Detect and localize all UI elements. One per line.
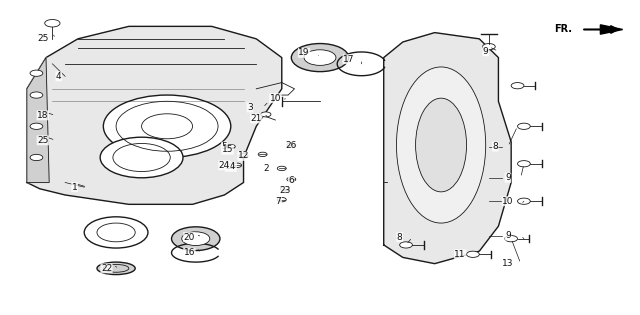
Circle shape [467, 251, 479, 257]
Circle shape [277, 198, 286, 202]
Text: 8: 8 [397, 232, 403, 242]
Text: 6: 6 [289, 176, 294, 186]
Circle shape [30, 123, 43, 129]
Text: 16: 16 [184, 248, 195, 257]
Text: 24: 24 [219, 161, 230, 170]
Circle shape [45, 20, 60, 27]
Circle shape [304, 50, 336, 66]
Circle shape [30, 154, 43, 161]
Ellipse shape [415, 98, 467, 192]
Circle shape [84, 217, 148, 248]
Circle shape [258, 152, 267, 157]
Text: 4: 4 [56, 72, 61, 81]
Circle shape [291, 43, 349, 72]
Text: 11: 11 [454, 250, 466, 259]
Text: 12: 12 [238, 152, 249, 160]
Text: 20: 20 [184, 232, 195, 242]
Ellipse shape [396, 67, 486, 223]
Text: 10: 10 [269, 94, 281, 103]
Circle shape [399, 242, 412, 248]
Text: 8: 8 [492, 142, 498, 151]
Circle shape [280, 186, 289, 191]
Polygon shape [27, 58, 49, 182]
Circle shape [233, 163, 242, 168]
Text: 18: 18 [37, 111, 49, 120]
Text: 9: 9 [505, 231, 511, 240]
Text: 19: 19 [298, 49, 310, 57]
Circle shape [287, 177, 296, 181]
Circle shape [518, 198, 531, 204]
Circle shape [172, 227, 220, 250]
Text: 2: 2 [263, 164, 269, 173]
Circle shape [100, 137, 183, 178]
Text: 15: 15 [222, 145, 234, 154]
Text: 1: 1 [72, 183, 77, 192]
Circle shape [30, 92, 43, 98]
Circle shape [277, 166, 286, 171]
Text: 22: 22 [101, 264, 112, 273]
Circle shape [103, 95, 231, 158]
Circle shape [505, 236, 518, 242]
Circle shape [518, 123, 531, 129]
Circle shape [518, 161, 531, 167]
Text: 9: 9 [483, 47, 488, 56]
Text: 17: 17 [343, 54, 355, 64]
Polygon shape [27, 26, 282, 204]
Text: 13: 13 [502, 259, 514, 268]
Text: 21: 21 [251, 114, 262, 123]
Text: 14: 14 [225, 162, 236, 171]
Text: 23: 23 [279, 186, 291, 195]
Text: 3: 3 [247, 103, 253, 112]
Polygon shape [384, 33, 511, 264]
Text: FR.: FR. [554, 25, 572, 34]
Circle shape [239, 154, 248, 158]
Circle shape [287, 143, 296, 147]
Circle shape [227, 164, 236, 169]
Circle shape [260, 112, 271, 117]
Text: 9: 9 [505, 173, 511, 182]
Circle shape [483, 43, 495, 50]
Text: 25: 25 [37, 34, 49, 43]
Text: 5: 5 [221, 142, 227, 151]
Text: 25: 25 [37, 136, 49, 145]
Circle shape [182, 232, 210, 246]
Text: 26: 26 [285, 140, 297, 150]
Text: 7: 7 [276, 197, 282, 206]
Circle shape [511, 83, 524, 89]
Text: 10: 10 [502, 197, 514, 206]
Circle shape [227, 144, 236, 149]
Polygon shape [600, 25, 623, 34]
Circle shape [30, 70, 43, 76]
Ellipse shape [97, 262, 135, 275]
